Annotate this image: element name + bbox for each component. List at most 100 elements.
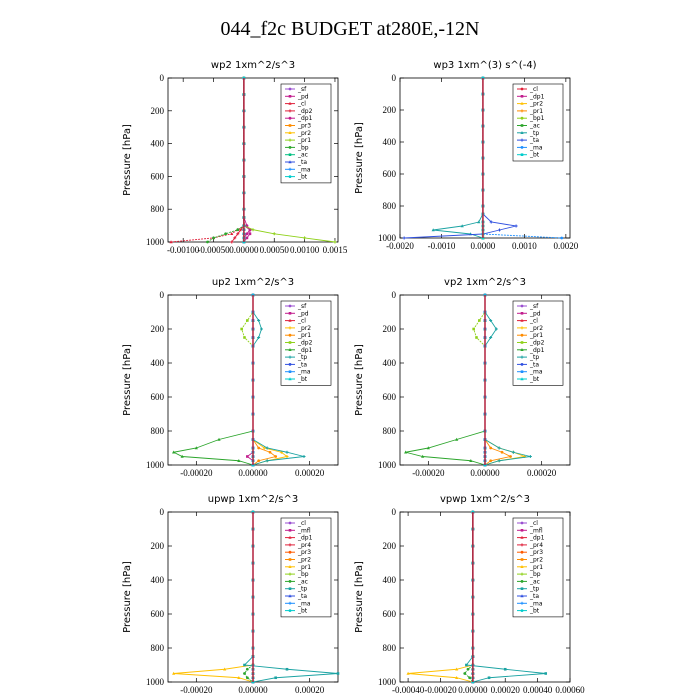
legend-marker	[520, 116, 524, 120]
series-point	[514, 224, 518, 228]
chart-panel-1: wp2 1xm^2/s^3 Pressure [hPa] 0 200 400 600 800…	[122, 60, 348, 255]
x-tick-label: 0.00040	[523, 685, 553, 695]
legend-marker	[520, 565, 524, 568]
series-line-dp2	[231, 78, 245, 243]
x-tick-label: 0.00000	[229, 245, 259, 255]
series-point	[257, 336, 261, 339]
series-point	[245, 667, 249, 671]
legend-entry: _bt	[529, 608, 540, 615]
chart-title: vp2 1xm^2/s^3	[444, 277, 526, 288]
series-point	[544, 672, 548, 675]
legend-marker	[520, 124, 524, 127]
series-point	[223, 667, 227, 671]
legend-entry: _bt	[529, 152, 540, 159]
legend-entry: _bp	[297, 144, 309, 151]
legend-marker	[288, 370, 292, 373]
y-tick-label: 1000	[146, 677, 165, 687]
series-point	[272, 232, 276, 236]
series-point	[239, 228, 243, 232]
y-tick-label: 400	[151, 139, 165, 149]
legend-marker	[288, 580, 292, 583]
y-tick-label: 200	[151, 541, 165, 551]
y-tick-label: 0	[392, 507, 397, 517]
legend-marker	[520, 521, 524, 525]
legend-marker	[520, 377, 524, 381]
legend-marker	[520, 153, 524, 156]
series-point	[224, 232, 228, 236]
plot-frame	[399, 77, 571, 239]
legend-entry: _cl	[529, 520, 538, 527]
legend-entry: _ta	[529, 137, 539, 144]
series-point	[212, 236, 215, 240]
legend-marker	[520, 550, 524, 554]
legend-entry: _pr3	[529, 549, 543, 556]
legend-marker	[520, 138, 524, 142]
series-point	[257, 459, 261, 463]
legend-marker	[520, 333, 524, 337]
series-point	[494, 327, 498, 331]
legend-marker	[288, 138, 292, 142]
x-tick-label: 0.00060	[555, 685, 585, 695]
x-tick-label: -0.00020	[424, 685, 457, 695]
series-point	[475, 336, 478, 339]
x-tick-label: -0.00020	[180, 468, 213, 478]
legend-marker	[288, 529, 292, 532]
legend-marker	[288, 565, 292, 568]
legend-marker	[520, 131, 524, 134]
plot-frame	[399, 511, 571, 683]
x-tick-label: 0.0020	[553, 241, 578, 251]
x-tick-label: -0.00020	[180, 685, 213, 695]
x-tick-label: 0.00000	[458, 685, 488, 695]
series-point	[489, 319, 493, 322]
series-point	[466, 667, 470, 671]
legend-entry: _tp	[529, 586, 539, 593]
series-point	[503, 667, 507, 671]
legend-marker	[288, 153, 292, 156]
series-point	[217, 437, 221, 441]
chart-title: up2 1xm^2/s^3	[212, 277, 294, 288]
y-tick-label: 200	[151, 106, 165, 116]
legend-marker	[288, 377, 292, 381]
y-tick-label: 1000	[146, 237, 165, 247]
x-tick-label: 0.00000	[238, 468, 268, 478]
series-point	[469, 458, 473, 462]
legend-entry: _ac	[297, 578, 308, 585]
legend-entry: _sf	[297, 303, 307, 310]
legend-marker	[520, 543, 524, 547]
legend-entry: _dp1	[529, 93, 545, 100]
legend-marker	[288, 355, 292, 359]
legend-marker	[288, 175, 292, 179]
legend-marker	[288, 341, 292, 344]
x-tick-label: 0.0010	[512, 241, 537, 251]
chart-panel-4: vp2 1xm^2/s^3 Pressure [hPa] 0 200 400 600 800…	[354, 277, 571, 478]
y-tick-label: 600	[151, 171, 165, 181]
y-tick-label: 0	[392, 73, 397, 83]
series-point	[268, 450, 272, 454]
series-line-cl	[170, 78, 245, 243]
series-line-pr1	[173, 512, 254, 683]
series-point	[169, 240, 173, 244]
legend-marker	[520, 594, 524, 598]
legend-entry: _ma	[529, 600, 543, 607]
chart-panel-2: wp3 1xm^(3) s^(-4) Pressure [hPa] 0 200 400 6…	[354, 60, 579, 251]
legend-entry: _pr2	[529, 557, 543, 564]
series-point	[236, 228, 240, 232]
legend-marker	[520, 318, 524, 322]
y-tick-label: 600	[383, 392, 397, 402]
legend-entry: _ma	[297, 166, 311, 173]
page-title: 044_f2c BUDGET at280E,-12N	[220, 18, 480, 40]
x-tick-label: 0.0015	[323, 245, 348, 255]
series-point	[265, 459, 269, 463]
chart-panel-6: vpwp 1xm^2/s^3 Pressure [hPa] 0 200 400 600 80…	[354, 494, 585, 695]
legend-marker	[520, 146, 524, 149]
y-tick-label: 1000	[378, 677, 397, 687]
series-point	[511, 450, 515, 454]
series-point	[303, 236, 307, 240]
legend-marker	[288, 587, 292, 590]
y-axis-label: Pressure [hPa]	[354, 561, 365, 633]
legend-entry: _cl	[297, 318, 306, 325]
x-tick-label: 0.0000	[471, 241, 496, 251]
series-point	[245, 232, 249, 236]
series-line-pr1	[484, 295, 512, 466]
legend-entry: _pr2	[529, 101, 543, 108]
